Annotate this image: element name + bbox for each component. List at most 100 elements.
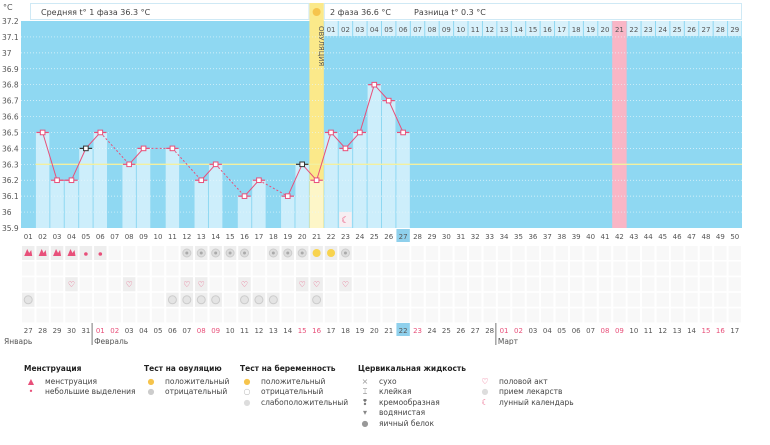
cycle-day-number: 28: [413, 233, 422, 241]
moon-icon: ☾: [481, 397, 489, 407]
icon-cell: [209, 308, 222, 323]
legend-label: положительный: [165, 376, 230, 386]
calendar-date: 07: [586, 327, 595, 335]
phase2-day-cell: [396, 21, 410, 36]
icon-dot: [286, 251, 290, 255]
calendar-date: 16: [716, 327, 725, 335]
icon-cell: [699, 308, 713, 323]
icon-cell: [569, 292, 583, 307]
icon-cell: [50, 308, 64, 323]
icon-cell: [252, 277, 266, 292]
heart-icon: ♡: [342, 280, 349, 289]
cycle-day-number: 45: [658, 233, 667, 241]
phase2-day-number: 16: [543, 26, 552, 34]
icon-cell: [440, 246, 453, 260]
month-label: Февраль: [94, 337, 128, 345]
phase2-day-number: 10: [456, 26, 465, 34]
phase2-day-number: 18: [572, 26, 581, 34]
icon-cell: [50, 261, 64, 276]
icon-cell: [137, 261, 150, 276]
legend-title: [478, 364, 574, 373]
legend-label: лунный календарь: [499, 397, 574, 407]
icon-cell: [65, 292, 78, 307]
cycle-day-number: 14: [211, 233, 220, 241]
icon-cell-filled: [195, 277, 208, 292]
cycle-day-number: 48: [701, 233, 710, 241]
icon-cell: [483, 308, 496, 323]
calendar-date: 02: [514, 327, 523, 335]
cycle-day-number: 19: [283, 233, 292, 241]
calendar-date: 15: [298, 327, 307, 335]
ovulation-negative-icon: ●: [147, 387, 155, 397]
icon-cell: [339, 261, 352, 276]
cycle-day-number: 30: [442, 233, 451, 241]
y-tick-label: 36: [2, 208, 12, 217]
icon-cell: [108, 308, 121, 323]
temperature-difference: Разница t° 0.3 °C: [414, 8, 486, 17]
temperature-point: [140, 145, 147, 152]
cycle-day-number: 12: [182, 233, 191, 241]
heart-icon: ♡: [183, 280, 190, 289]
icon-cell: [339, 308, 352, 323]
calendar-date: 13: [673, 327, 682, 335]
y-tick-label: 36.4: [2, 144, 19, 153]
icon-cell: [281, 261, 294, 276]
phase2-day-number: 03: [355, 26, 364, 34]
icon-cell: [209, 277, 222, 292]
temperature-point: [212, 161, 219, 168]
icon-cell: [685, 261, 698, 276]
icon-dot: [243, 251, 247, 255]
phase2-day-number: 27: [701, 26, 710, 34]
moon-icon: ☾: [341, 216, 349, 226]
icon-cell: [497, 246, 511, 260]
cycle-day-number: 40: [586, 233, 595, 241]
legend-label: отрицательный: [261, 387, 324, 397]
temperature-point: [241, 193, 248, 199]
icon-cell-filled: [339, 277, 352, 292]
calendar-date: 05: [154, 327, 163, 335]
icon-cell: [584, 246, 597, 260]
phase2-day-number: 25: [673, 26, 682, 34]
phase2-day-number: 02: [341, 26, 350, 34]
icon-cell: [151, 308, 165, 323]
legend-group: Цервикальная жидкость × сухо ⌶ клейкая ❢ кремо…: [358, 364, 466, 429]
icon-cell: [598, 277, 612, 292]
icon-cell: [714, 277, 727, 292]
legend-item: • небольшие выделения: [24, 387, 136, 398]
calendar-date: 25: [442, 327, 451, 335]
icon-cell: [541, 261, 554, 276]
icon-cell: [454, 292, 468, 307]
phase2-day-number: 21: [615, 26, 624, 34]
calendar-date: 11: [644, 327, 653, 335]
icon-cell: [469, 261, 482, 276]
egg-white-icon: ●: [361, 418, 369, 428]
legend-item: ● положительный: [144, 376, 230, 387]
legend-item: ○ отрицательный: [240, 387, 348, 398]
phase2-day-number: 22: [629, 26, 638, 34]
icon-cell: [483, 277, 496, 292]
cycle-day-number: 03: [53, 233, 62, 241]
icon-cell: [36, 277, 49, 292]
icon-cell: [353, 292, 367, 307]
cycle-day-number: 31: [456, 233, 465, 241]
legend-item: ☾ лунный календарь: [478, 397, 574, 408]
ovulation-sun-icon: [312, 8, 321, 16]
temperature-point: [97, 129, 104, 136]
calendar-date: 09: [615, 327, 624, 335]
temperature-point: [284, 193, 291, 199]
legend-label: клейкая: [379, 387, 412, 397]
icon-cell: [137, 277, 150, 292]
icon-cell: [166, 261, 179, 276]
icon-cell: [223, 277, 237, 292]
cycle-day-number: 20: [298, 233, 307, 241]
expected-period-column: [612, 21, 627, 228]
temperature-bar: [281, 196, 295, 228]
temperature-bar: [353, 132, 367, 228]
cycle-day-number: 16: [240, 233, 249, 241]
phase2-day-number: 23: [644, 26, 653, 34]
cycle-day-number: 24: [355, 233, 364, 241]
icon-cell: [670, 292, 684, 307]
icon-cell: [483, 246, 496, 260]
cycle-day-number: 43: [629, 233, 638, 241]
calendar-date: 01: [500, 327, 509, 335]
